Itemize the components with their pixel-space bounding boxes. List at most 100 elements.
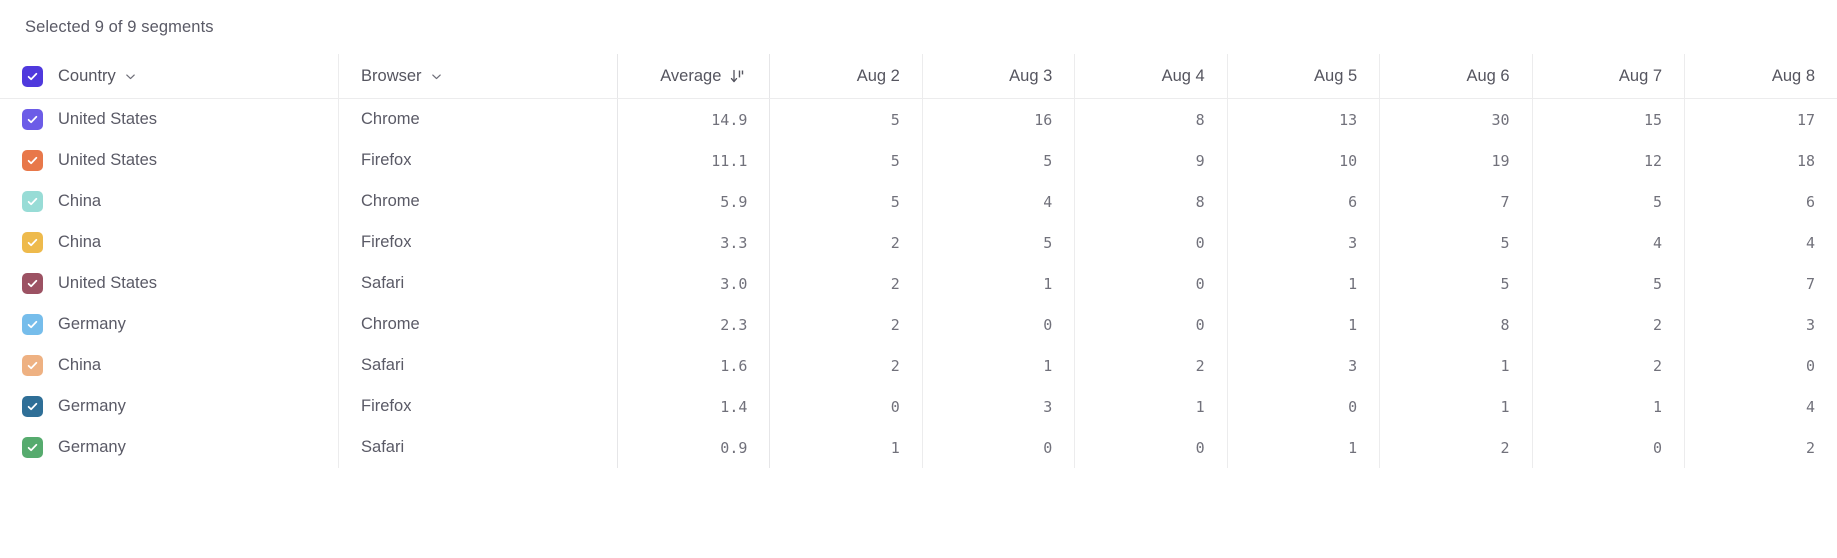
browser-label: Chrome bbox=[361, 110, 420, 128]
day-value: 1 bbox=[1348, 274, 1358, 293]
day-value: 0 bbox=[1043, 315, 1053, 334]
day-value: 1 bbox=[1043, 356, 1053, 375]
browser-label: Firefox bbox=[361, 233, 412, 251]
day-value: 2 bbox=[1805, 438, 1815, 457]
sort-descending-icon[interactable] bbox=[730, 69, 747, 84]
cell-day-5: 1 bbox=[1531, 386, 1685, 427]
day-value: 7 bbox=[1500, 192, 1510, 211]
header-row: Country Browser bbox=[0, 54, 1837, 99]
cell-country[interactable]: China bbox=[0, 181, 339, 222]
day-value: 5 bbox=[1652, 274, 1663, 293]
column-header-browser-label: Browser bbox=[361, 66, 422, 85]
cell-day-3: 1 bbox=[1226, 304, 1380, 345]
segment-checkbox[interactable] bbox=[22, 232, 43, 253]
segment-checkbox[interactable] bbox=[22, 150, 43, 171]
cell-browser: Firefox bbox=[338, 222, 618, 263]
day-value: 13 bbox=[1339, 110, 1358, 129]
table-row[interactable]: United States Chrome 14.9 5 16 8 13 30 15 17 bbox=[0, 98, 1837, 141]
column-header-day-2[interactable]: Aug 4 bbox=[1074, 54, 1228, 99]
day-value: 6 bbox=[1805, 192, 1815, 211]
day-value: 1 bbox=[1348, 315, 1358, 334]
country-label: Germany bbox=[58, 315, 126, 333]
day-value: 1 bbox=[890, 438, 900, 457]
table-row[interactable]: China Safari 1.6 2 1 2 3 1 2 0 bbox=[0, 345, 1837, 386]
average-value: 1.4 bbox=[720, 397, 748, 416]
column-header-day-1[interactable]: Aug 3 bbox=[921, 54, 1075, 99]
cell-day-1: 0 bbox=[921, 427, 1075, 468]
cell-country[interactable]: Germany bbox=[0, 427, 339, 468]
day-value: 10 bbox=[1339, 151, 1358, 170]
cell-browser: Safari bbox=[338, 427, 618, 468]
select-all-checkbox[interactable] bbox=[22, 65, 43, 87]
column-header-day-6[interactable]: Aug 8 bbox=[1684, 54, 1837, 99]
country-label: China bbox=[58, 233, 102, 251]
cell-country[interactable]: United States bbox=[0, 140, 339, 181]
table-row[interactable]: China Firefox 3.3 2 5 0 3 5 4 4 bbox=[0, 222, 1837, 263]
cell-day-2: 8 bbox=[1074, 98, 1228, 140]
column-header-day-0[interactable]: Aug 2 bbox=[769, 54, 923, 99]
column-header-country-label: Country bbox=[58, 66, 116, 85]
cell-day-2: 8 bbox=[1074, 181, 1228, 222]
column-header-day-5[interactable]: Aug 7 bbox=[1531, 54, 1685, 99]
table-row[interactable]: United States Safari 3.0 2 1 0 1 5 5 7 bbox=[0, 263, 1837, 304]
cell-day-0: 5 bbox=[769, 98, 923, 140]
cell-day-0: 2 bbox=[769, 222, 923, 263]
segment-checkbox[interactable] bbox=[22, 355, 43, 376]
table-row[interactable]: Germany Chrome 2.3 2 0 0 1 8 2 3 bbox=[0, 304, 1837, 345]
day-value: 0 bbox=[1195, 233, 1205, 252]
table-row[interactable]: United States Firefox 11.1 5 5 9 10 19 12 18 bbox=[0, 140, 1837, 181]
cell-day-1: 1 bbox=[921, 263, 1075, 304]
day-value: 3 bbox=[1805, 315, 1815, 334]
cell-day-6: 6 bbox=[1684, 181, 1837, 222]
segment-checkbox[interactable] bbox=[22, 273, 43, 294]
cell-country[interactable]: China bbox=[0, 222, 339, 263]
cell-country[interactable]: Germany bbox=[0, 386, 339, 427]
table-row[interactable]: Germany Firefox 1.4 0 3 1 0 1 1 4 bbox=[0, 386, 1837, 427]
column-header-browser[interactable]: Browser bbox=[338, 54, 618, 99]
cell-day-1: 5 bbox=[921, 222, 1075, 263]
day-value: 19 bbox=[1491, 151, 1510, 170]
day-value: 0 bbox=[1652, 438, 1663, 457]
cell-day-3: 3 bbox=[1226, 222, 1380, 263]
cell-day-3: 3 bbox=[1226, 345, 1380, 386]
day-value: 8 bbox=[1500, 315, 1510, 334]
segment-checkbox[interactable] bbox=[22, 437, 43, 458]
day-value: 8 bbox=[1195, 192, 1205, 211]
day-value: 5 bbox=[890, 151, 900, 170]
column-header-day-3[interactable]: Aug 5 bbox=[1226, 54, 1380, 99]
segment-checkbox[interactable] bbox=[22, 191, 43, 212]
cell-country[interactable]: Germany bbox=[0, 304, 339, 345]
column-header-country[interactable]: Country bbox=[0, 54, 339, 99]
cell-browser: Chrome bbox=[338, 304, 618, 345]
cell-country[interactable]: United States bbox=[0, 263, 339, 304]
column-header-average[interactable]: Average bbox=[616, 54, 770, 99]
day-value: 18 bbox=[1796, 151, 1815, 170]
day-value: 3 bbox=[1043, 397, 1053, 416]
table-row[interactable]: Germany Safari 0.9 1 0 0 1 2 0 2 bbox=[0, 427, 1837, 468]
segment-checkbox[interactable] bbox=[22, 109, 43, 130]
chevron-down-icon[interactable] bbox=[125, 71, 136, 82]
cell-day-3: 10 bbox=[1226, 140, 1380, 181]
column-header-day-4[interactable]: Aug 6 bbox=[1379, 54, 1533, 99]
segment-checkbox[interactable] bbox=[22, 396, 43, 417]
cell-browser: Safari bbox=[338, 263, 618, 304]
country-label: United States bbox=[58, 151, 158, 169]
cell-day-5: 4 bbox=[1531, 222, 1685, 263]
day-value: 0 bbox=[1348, 397, 1358, 416]
segment-checkbox[interactable] bbox=[22, 314, 43, 335]
day-value: 5 bbox=[1652, 192, 1663, 211]
column-header-day-label: Aug 2 bbox=[856, 66, 900, 85]
cell-browser: Firefox bbox=[338, 140, 618, 181]
day-value: 4 bbox=[1805, 233, 1815, 252]
cell-day-5: 15 bbox=[1531, 98, 1685, 140]
day-value: 4 bbox=[1652, 233, 1663, 252]
cell-average: 3.0 bbox=[616, 263, 770, 304]
table-row[interactable]: China Chrome 5.9 5 4 8 6 7 5 6 bbox=[0, 181, 1837, 222]
day-value: 7 bbox=[1805, 274, 1815, 293]
chevron-down-icon[interactable] bbox=[431, 71, 442, 82]
cell-country[interactable]: United States bbox=[0, 99, 339, 141]
cell-average: 3.3 bbox=[616, 222, 770, 263]
cell-country[interactable]: China bbox=[0, 345, 339, 386]
country-label: Germany bbox=[58, 438, 126, 456]
